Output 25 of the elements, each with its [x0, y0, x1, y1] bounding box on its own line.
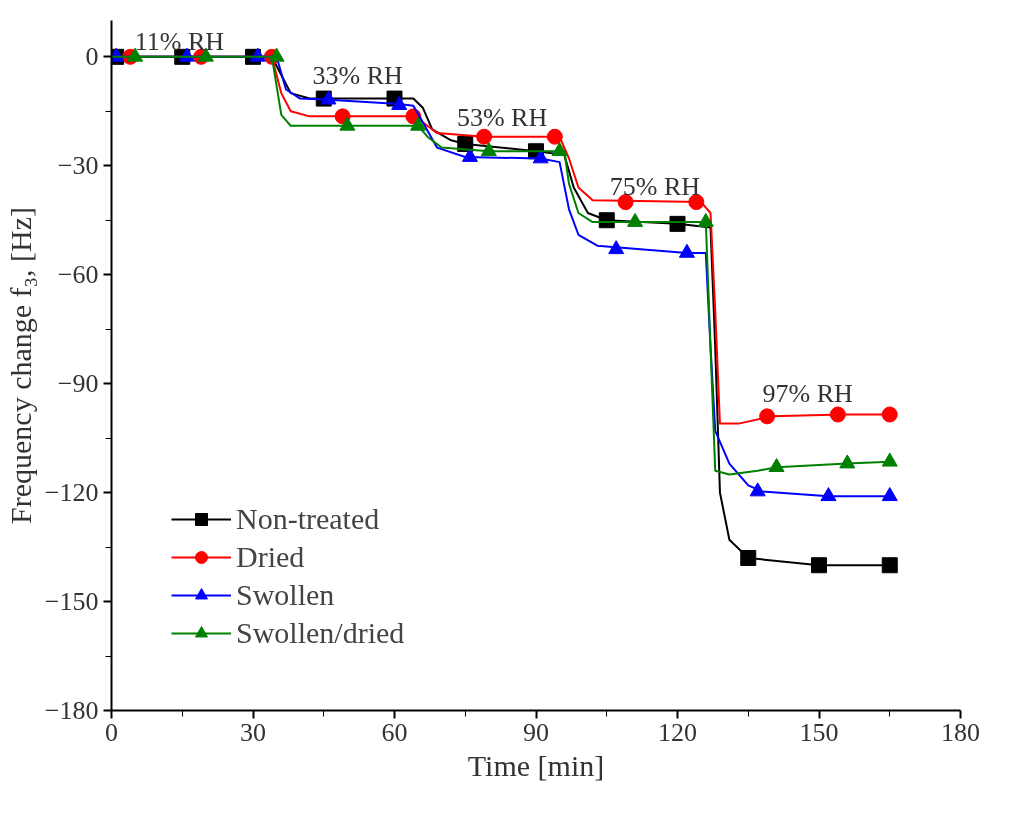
y-tick-label: −180 — [44, 696, 99, 725]
y-tick-label: −90 — [57, 369, 99, 399]
y-tick-label: −150 — [44, 587, 99, 617]
legend-label: Non-treated — [236, 502, 380, 536]
x-tick-label: 120 — [658, 717, 697, 747]
annotation: 33% RH — [312, 61, 404, 91]
y-tick-label: −60 — [57, 260, 99, 290]
y-tick-label: −120 — [44, 478, 99, 508]
x-axis-title: Time [min] — [467, 748, 605, 782]
legend-label: Swollen — [236, 578, 335, 612]
y-axis-title: Frequency change f₃, [Hz] — [3, 207, 37, 524]
x-tick-label: 0 — [105, 717, 118, 747]
x-tick-label: 60 — [381, 717, 408, 747]
x-tick-label: 180 — [941, 717, 980, 747]
annotation: 75% RH — [609, 171, 701, 201]
x-tick-label: 150 — [799, 717, 839, 747]
legend-label: Swollen/dried — [236, 616, 405, 650]
annotation: 11% RH — [134, 26, 225, 56]
x-tick-label: 90 — [523, 717, 549, 747]
annotation: 97% RH — [762, 378, 854, 408]
x-tick-label: 30 — [240, 717, 266, 747]
legend-label: Dried — [236, 540, 305, 574]
annotation: 53% RH — [456, 102, 548, 132]
y-tick-label: 0 — [85, 42, 99, 72]
y-tick-label: −30 — [57, 151, 99, 181]
